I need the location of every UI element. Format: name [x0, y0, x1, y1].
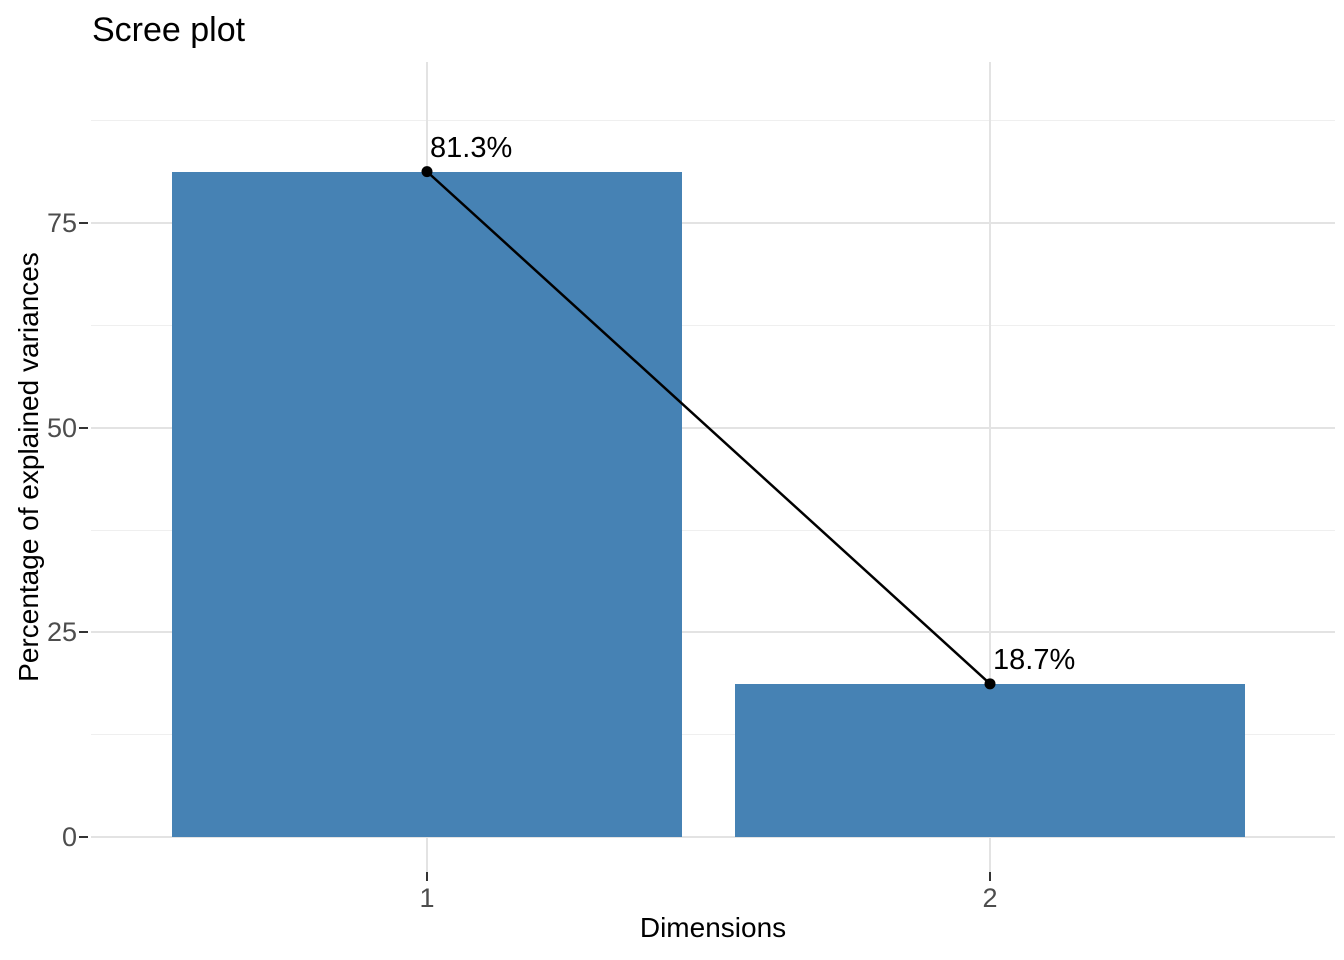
y-tick-mark [79, 222, 88, 225]
x-axis-title: Dimensions [639, 912, 787, 943]
bar-value-label: 81.3% [430, 131, 513, 164]
y-minor-gridline [91, 734, 1335, 736]
y-major-gridline [91, 835, 1335, 838]
x-tick-mark [989, 872, 991, 881]
y-tick-label: 50 [46, 412, 77, 443]
y-tick-label: 75 [46, 208, 77, 239]
y-minor-gridline [91, 120, 1335, 122]
y-tick-label: 25 [46, 617, 77, 648]
y-tick-mark [79, 835, 88, 838]
plot-panel [91, 62, 1335, 872]
x-tick-label: 2 [982, 883, 998, 913]
y-tick-mark [79, 426, 88, 429]
bar-value-label: 18.7% [993, 643, 1076, 676]
y-tick-mark [79, 631, 88, 634]
y-tick-label: 0 [61, 821, 77, 852]
x-tick-mark [426, 872, 428, 881]
bar-dimension-2 [735, 683, 1245, 837]
chart-title: Scree plot [92, 11, 246, 49]
x-tick-label: 1 [419, 883, 435, 913]
bar-dimension-1 [172, 171, 682, 837]
